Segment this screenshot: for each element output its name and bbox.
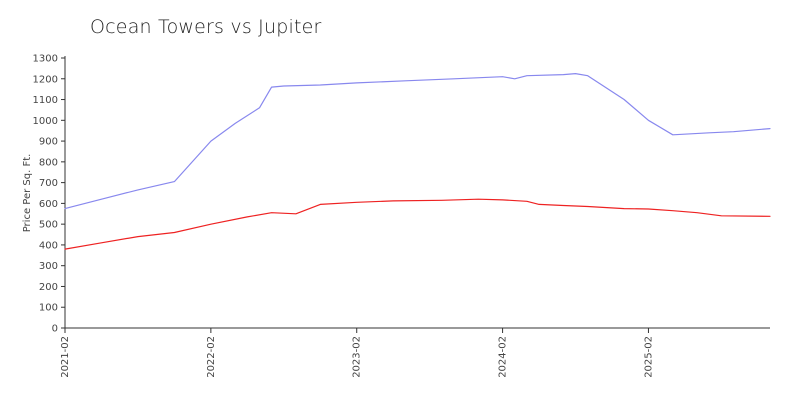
series-line-2	[64, 198, 771, 250]
x-tick-label: 2021-02	[60, 336, 71, 378]
x-tick-label: 2024-02	[498, 336, 509, 378]
y-tick-label: 700	[39, 178, 58, 189]
x-tick-label: 2025-02	[643, 336, 654, 378]
x-tick-label: 2023-02	[352, 336, 363, 378]
y-tick-label: 1100	[33, 95, 58, 106]
series-line-1	[64, 73, 771, 210]
y-tick-label: 600	[39, 199, 58, 210]
x-tick-label: 2022-02	[206, 336, 217, 378]
y-axis-title: Price Per Sq. Ft.	[22, 154, 33, 233]
y-tick-label: 900	[39, 137, 58, 148]
y-tick-label: 100	[39, 303, 58, 314]
series-layer	[64, 73, 771, 250]
y-tick-label: 1300	[33, 54, 58, 65]
chart-title: Ocean Towers vs Jupiter	[90, 16, 322, 38]
axes: 0 100 200 300 400 500 600 700 800 900 1000 1100 1200…	[22, 54, 770, 378]
y-tick-label: 0	[52, 324, 58, 335]
y-tick-label: 800	[39, 157, 58, 168]
y-tick-label: 500	[39, 220, 58, 231]
y-tick-label: 300	[39, 261, 58, 272]
y-tick-label: 1000	[33, 116, 58, 127]
y-tick-label: 1200	[33, 74, 58, 85]
y-tick-label: 400	[39, 240, 58, 251]
y-tick-label: 200	[39, 282, 58, 293]
